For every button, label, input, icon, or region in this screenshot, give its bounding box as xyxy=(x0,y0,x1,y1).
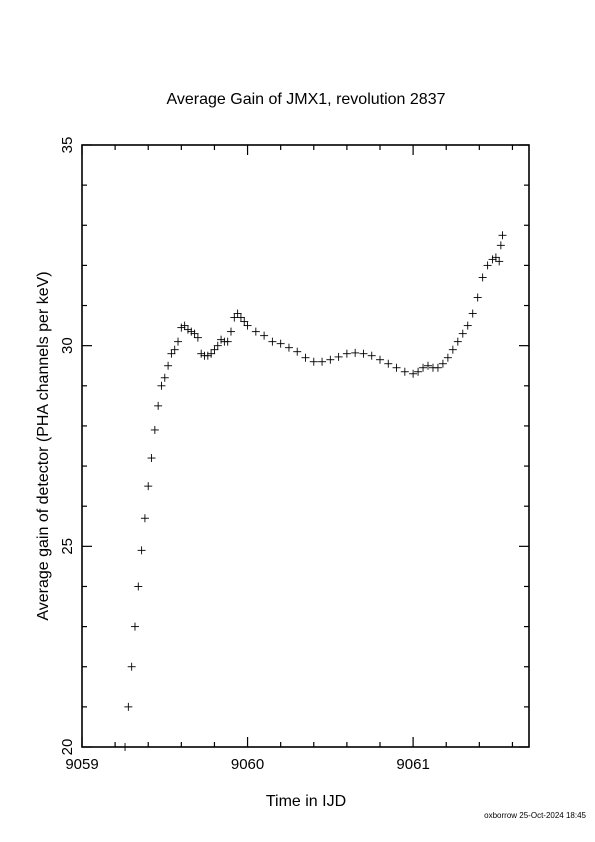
data-point xyxy=(193,333,202,342)
chart-title: Average Gain of JMX1, revolution 2837 xyxy=(167,91,446,108)
data-point xyxy=(260,331,269,340)
data-point xyxy=(127,662,136,671)
y-tick-label: 20 xyxy=(59,739,76,756)
data-point xyxy=(438,359,447,368)
data-point xyxy=(160,373,169,382)
plot-frame xyxy=(81,144,530,748)
data-point xyxy=(448,345,457,354)
data-point xyxy=(367,351,376,360)
x-tick-label: 9061 xyxy=(396,756,429,773)
data-point xyxy=(284,343,293,352)
data-point xyxy=(301,353,310,362)
data-point xyxy=(326,355,335,364)
data-point xyxy=(400,367,409,376)
data-point xyxy=(243,321,252,330)
data-point xyxy=(496,241,505,250)
data-point xyxy=(121,743,130,751)
data-point xyxy=(376,355,384,364)
data-point xyxy=(268,337,277,346)
data-point xyxy=(424,361,433,370)
data-point xyxy=(463,321,472,330)
data-point xyxy=(495,257,504,266)
data-point xyxy=(167,349,176,358)
data-point xyxy=(130,622,139,631)
data-point xyxy=(137,546,146,555)
data-series xyxy=(121,231,507,751)
data-point xyxy=(293,347,302,356)
data-point xyxy=(468,309,477,318)
data-point xyxy=(134,582,143,591)
data-point xyxy=(478,273,487,282)
data-point xyxy=(419,363,428,372)
data-point xyxy=(164,361,173,370)
data-point xyxy=(190,329,199,338)
y-tick-label: 25 xyxy=(59,538,76,555)
data-point xyxy=(488,255,497,264)
data-point xyxy=(140,514,149,523)
data-point xyxy=(124,702,133,711)
data-point xyxy=(309,357,318,366)
data-point xyxy=(433,363,442,372)
data-point xyxy=(453,337,462,346)
data-point xyxy=(342,349,351,358)
data-point xyxy=(170,345,179,354)
data-point xyxy=(491,253,500,262)
data-point xyxy=(414,367,423,376)
data-point xyxy=(180,321,189,330)
data-point xyxy=(236,313,245,322)
data-point xyxy=(334,352,343,361)
data-point xyxy=(210,345,219,354)
data-point xyxy=(233,309,242,318)
data-point xyxy=(154,401,163,410)
tick-labels: 9059 9060 9061 20 25 30 35 xyxy=(59,137,430,773)
data-point xyxy=(150,425,159,434)
x-axis-label: Time in IJD xyxy=(266,793,346,810)
data-point xyxy=(473,293,482,302)
data-point xyxy=(443,353,452,362)
footer-stamp: oxborrow 25-Oct-2024 18:45 xyxy=(484,811,586,820)
data-point xyxy=(177,323,186,332)
data-point xyxy=(498,231,507,240)
data-point xyxy=(213,341,222,350)
y-tick-label: 35 xyxy=(59,137,76,154)
data-point xyxy=(251,327,260,336)
data-point xyxy=(227,327,235,336)
data-point xyxy=(384,359,393,368)
x-tick-label: 9059 xyxy=(65,756,98,773)
data-point xyxy=(147,454,156,463)
data-point xyxy=(409,369,418,378)
data-point xyxy=(157,381,166,390)
data-point xyxy=(483,261,492,270)
y-tick-label: 30 xyxy=(59,337,76,354)
x-tick-label: 9060 xyxy=(231,756,264,773)
data-point xyxy=(187,327,196,336)
data-point xyxy=(458,329,467,338)
data-point xyxy=(276,339,285,348)
data-point xyxy=(207,349,216,358)
data-point xyxy=(203,351,212,360)
data-point xyxy=(240,317,249,326)
data-point xyxy=(197,349,206,358)
data-point xyxy=(174,337,183,346)
data-point xyxy=(392,363,401,372)
data-point xyxy=(359,349,368,358)
data-point xyxy=(144,482,153,491)
y-axis-label: Average gain of detector (PHA channels p… xyxy=(35,271,52,620)
data-point xyxy=(351,348,360,357)
data-point xyxy=(223,337,232,346)
data-point xyxy=(183,325,192,334)
data-point xyxy=(217,335,226,344)
axis-ticks xyxy=(81,144,529,748)
data-point xyxy=(318,357,327,366)
